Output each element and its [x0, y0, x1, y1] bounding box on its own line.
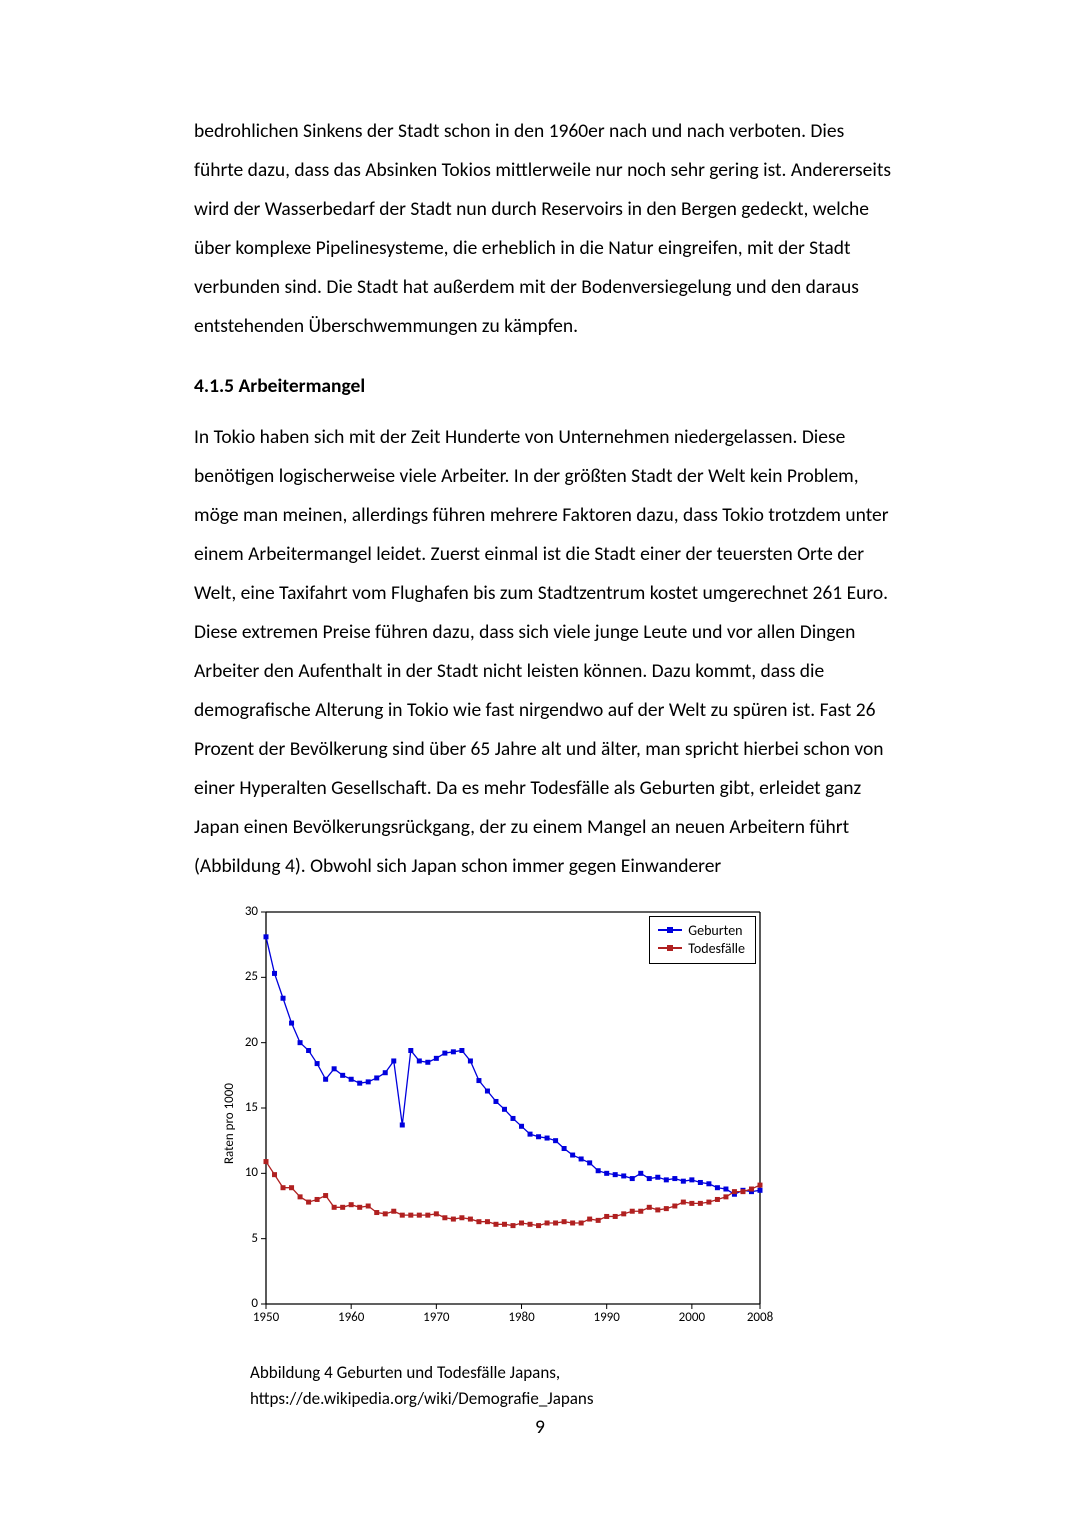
legend-label-births: Geburten: [688, 922, 742, 939]
x-tick-label: 1950: [246, 1310, 286, 1325]
legend-item-deaths: Todesfälle: [658, 939, 745, 957]
caption-line-1: Abbildung 4 Geburten und Todesfälle Japa…: [250, 1362, 560, 1383]
chart-svg: [210, 904, 770, 1314]
y-tick-label: 30: [234, 904, 258, 919]
x-tick-label: 2000: [672, 1310, 712, 1325]
y-tick-label: 25: [234, 969, 258, 984]
figure-caption: Abbildung 4 Geburten und Todesfälle Japa…: [250, 1360, 894, 1411]
x-tick-label: 1990: [587, 1310, 627, 1325]
y-tick-label: 20: [234, 1035, 258, 1050]
x-tick-label: 1980: [502, 1310, 542, 1325]
chart-figure: Geburten Todesfälle Raten pro 1000 0 5 10 1…: [210, 904, 770, 1354]
chart-legend: Geburten Todesfälle: [649, 916, 756, 964]
x-tick-label: 1960: [331, 1310, 371, 1325]
paragraph-1: bedrohlichen Sinkens der Stadt schon in …: [194, 112, 894, 346]
y-tick-label: 5: [234, 1231, 258, 1246]
y-tick-label: 10: [234, 1165, 258, 1180]
paragraph-2: In Tokio haben sich mit der Zeit Hundert…: [194, 418, 894, 886]
page-number: 9: [0, 1415, 1080, 1439]
x-tick-label: 1970: [416, 1310, 456, 1325]
legend-item-births: Geburten: [658, 921, 745, 939]
x-tick-label: 2008: [740, 1310, 780, 1325]
y-axis-label: Raten pro 1000: [222, 1083, 237, 1164]
legend-label-deaths: Todesfälle: [688, 940, 745, 957]
section-heading: 4.1.5 Arbeitermangel: [194, 374, 894, 398]
y-tick-label: 15: [234, 1100, 258, 1115]
y-tick-label: 0: [234, 1296, 258, 1311]
caption-line-2: https://de.wikipedia.org/wiki/Demografie…: [250, 1388, 594, 1409]
